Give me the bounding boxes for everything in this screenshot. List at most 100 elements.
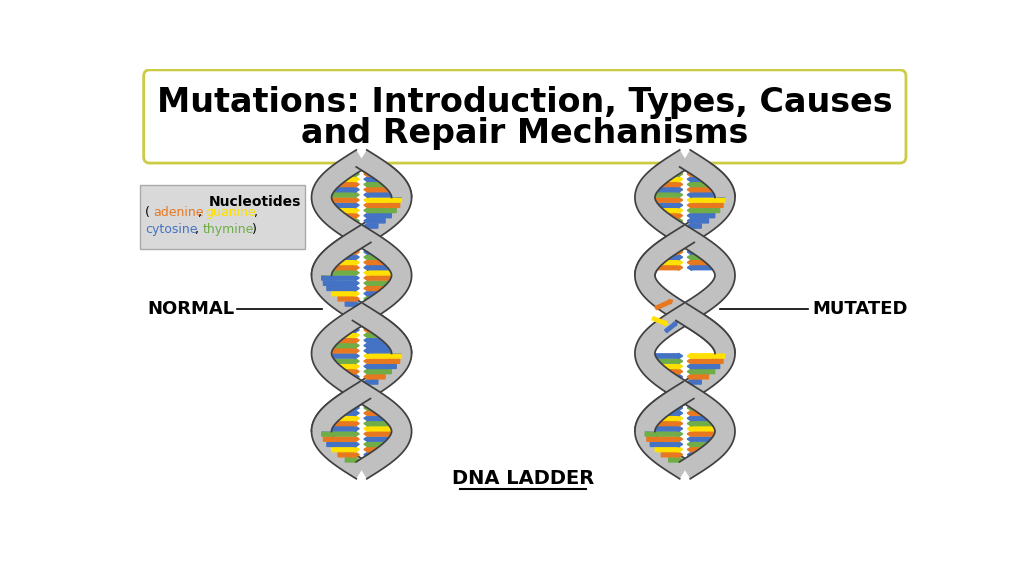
FancyArrow shape	[364, 338, 396, 343]
Text: (: (	[145, 206, 151, 219]
FancyArrow shape	[687, 265, 723, 270]
FancyArrow shape	[687, 374, 709, 380]
FancyArrow shape	[687, 400, 701, 406]
FancyArrow shape	[687, 255, 715, 260]
FancyArrow shape	[364, 286, 396, 291]
FancyArrow shape	[687, 405, 709, 411]
FancyArrow shape	[687, 353, 725, 359]
Polygon shape	[311, 150, 412, 479]
FancyArrow shape	[364, 358, 399, 364]
FancyArrow shape	[669, 223, 683, 229]
FancyArrow shape	[322, 348, 359, 354]
FancyArrow shape	[324, 358, 359, 364]
FancyArrow shape	[322, 353, 359, 359]
FancyArrow shape	[364, 379, 378, 385]
FancyArrow shape	[324, 343, 359, 348]
Text: ,: ,	[254, 206, 258, 219]
FancyArrow shape	[364, 452, 385, 457]
FancyArrow shape	[687, 447, 715, 452]
FancyArrow shape	[650, 363, 683, 369]
FancyArrow shape	[322, 197, 359, 203]
FancyArrow shape	[324, 203, 359, 208]
FancyArrow shape	[665, 322, 677, 333]
FancyArrow shape	[327, 260, 359, 265]
FancyArrow shape	[364, 171, 385, 177]
FancyArrow shape	[332, 255, 359, 260]
FancyArrow shape	[364, 203, 399, 208]
FancyArrow shape	[324, 437, 359, 442]
FancyArrow shape	[364, 296, 385, 301]
FancyArrow shape	[338, 296, 359, 301]
FancyArrow shape	[650, 415, 683, 421]
FancyArrow shape	[364, 181, 396, 187]
FancyArrow shape	[687, 431, 725, 437]
Text: MUTATED: MUTATED	[812, 300, 907, 317]
FancyArrow shape	[647, 265, 683, 270]
Polygon shape	[635, 150, 735, 479]
Text: cytosine: cytosine	[145, 223, 198, 236]
FancyArrow shape	[687, 244, 701, 249]
FancyArrow shape	[645, 426, 683, 431]
FancyArrow shape	[364, 457, 378, 463]
FancyArrow shape	[338, 249, 359, 255]
FancyArrow shape	[687, 426, 725, 431]
FancyArrow shape	[364, 218, 385, 223]
Polygon shape	[311, 225, 371, 275]
FancyArrow shape	[324, 265, 359, 270]
FancyArrow shape	[655, 300, 673, 310]
FancyArrow shape	[687, 181, 720, 187]
Text: guanine: guanine	[205, 206, 256, 219]
Polygon shape	[635, 382, 694, 431]
FancyArrow shape	[364, 265, 399, 270]
FancyArrow shape	[327, 286, 359, 291]
FancyArrow shape	[655, 255, 683, 260]
FancyArrow shape	[650, 181, 683, 187]
FancyArrow shape	[687, 213, 715, 218]
FancyArrow shape	[687, 223, 701, 229]
FancyArrow shape	[687, 197, 725, 203]
FancyArrow shape	[364, 275, 401, 281]
FancyArrow shape	[645, 192, 683, 198]
FancyArrow shape	[645, 431, 683, 437]
Text: Nucleotides: Nucleotides	[208, 195, 301, 210]
FancyArrow shape	[327, 181, 359, 187]
FancyArrow shape	[327, 338, 359, 343]
FancyArrow shape	[338, 171, 359, 177]
FancyArrow shape	[662, 374, 683, 380]
FancyArrow shape	[687, 415, 720, 421]
FancyBboxPatch shape	[140, 185, 305, 248]
FancyBboxPatch shape	[143, 70, 906, 163]
FancyArrow shape	[345, 322, 359, 328]
FancyArrow shape	[645, 353, 683, 359]
FancyArrow shape	[364, 255, 391, 260]
FancyArrow shape	[338, 452, 359, 457]
FancyArrow shape	[364, 400, 378, 406]
FancyArrow shape	[324, 187, 359, 192]
FancyArrow shape	[687, 260, 720, 265]
FancyArrow shape	[364, 327, 385, 333]
FancyArrow shape	[327, 208, 359, 213]
FancyArrow shape	[364, 420, 399, 426]
FancyArrow shape	[338, 374, 359, 380]
FancyArrow shape	[647, 187, 683, 192]
FancyArrow shape	[655, 176, 683, 182]
FancyArrow shape	[338, 218, 359, 223]
FancyArrow shape	[332, 447, 359, 452]
FancyArrow shape	[687, 410, 715, 416]
FancyArrow shape	[364, 332, 391, 338]
Text: ): )	[252, 223, 257, 236]
FancyArrow shape	[655, 410, 683, 416]
FancyArrow shape	[364, 192, 401, 198]
FancyArrow shape	[687, 369, 715, 374]
FancyArrow shape	[322, 275, 359, 281]
Text: NORMAL: NORMAL	[147, 300, 234, 317]
Polygon shape	[352, 304, 412, 354]
Polygon shape	[311, 150, 412, 479]
FancyArrow shape	[345, 166, 359, 172]
Text: and Repair Mechanisms: and Repair Mechanisms	[301, 118, 749, 150]
FancyArrow shape	[364, 374, 385, 380]
Text: ,: ,	[196, 223, 203, 236]
Text: DNA LADDER: DNA LADDER	[453, 469, 594, 488]
FancyArrow shape	[687, 208, 720, 213]
Text: ,: ,	[198, 206, 206, 219]
